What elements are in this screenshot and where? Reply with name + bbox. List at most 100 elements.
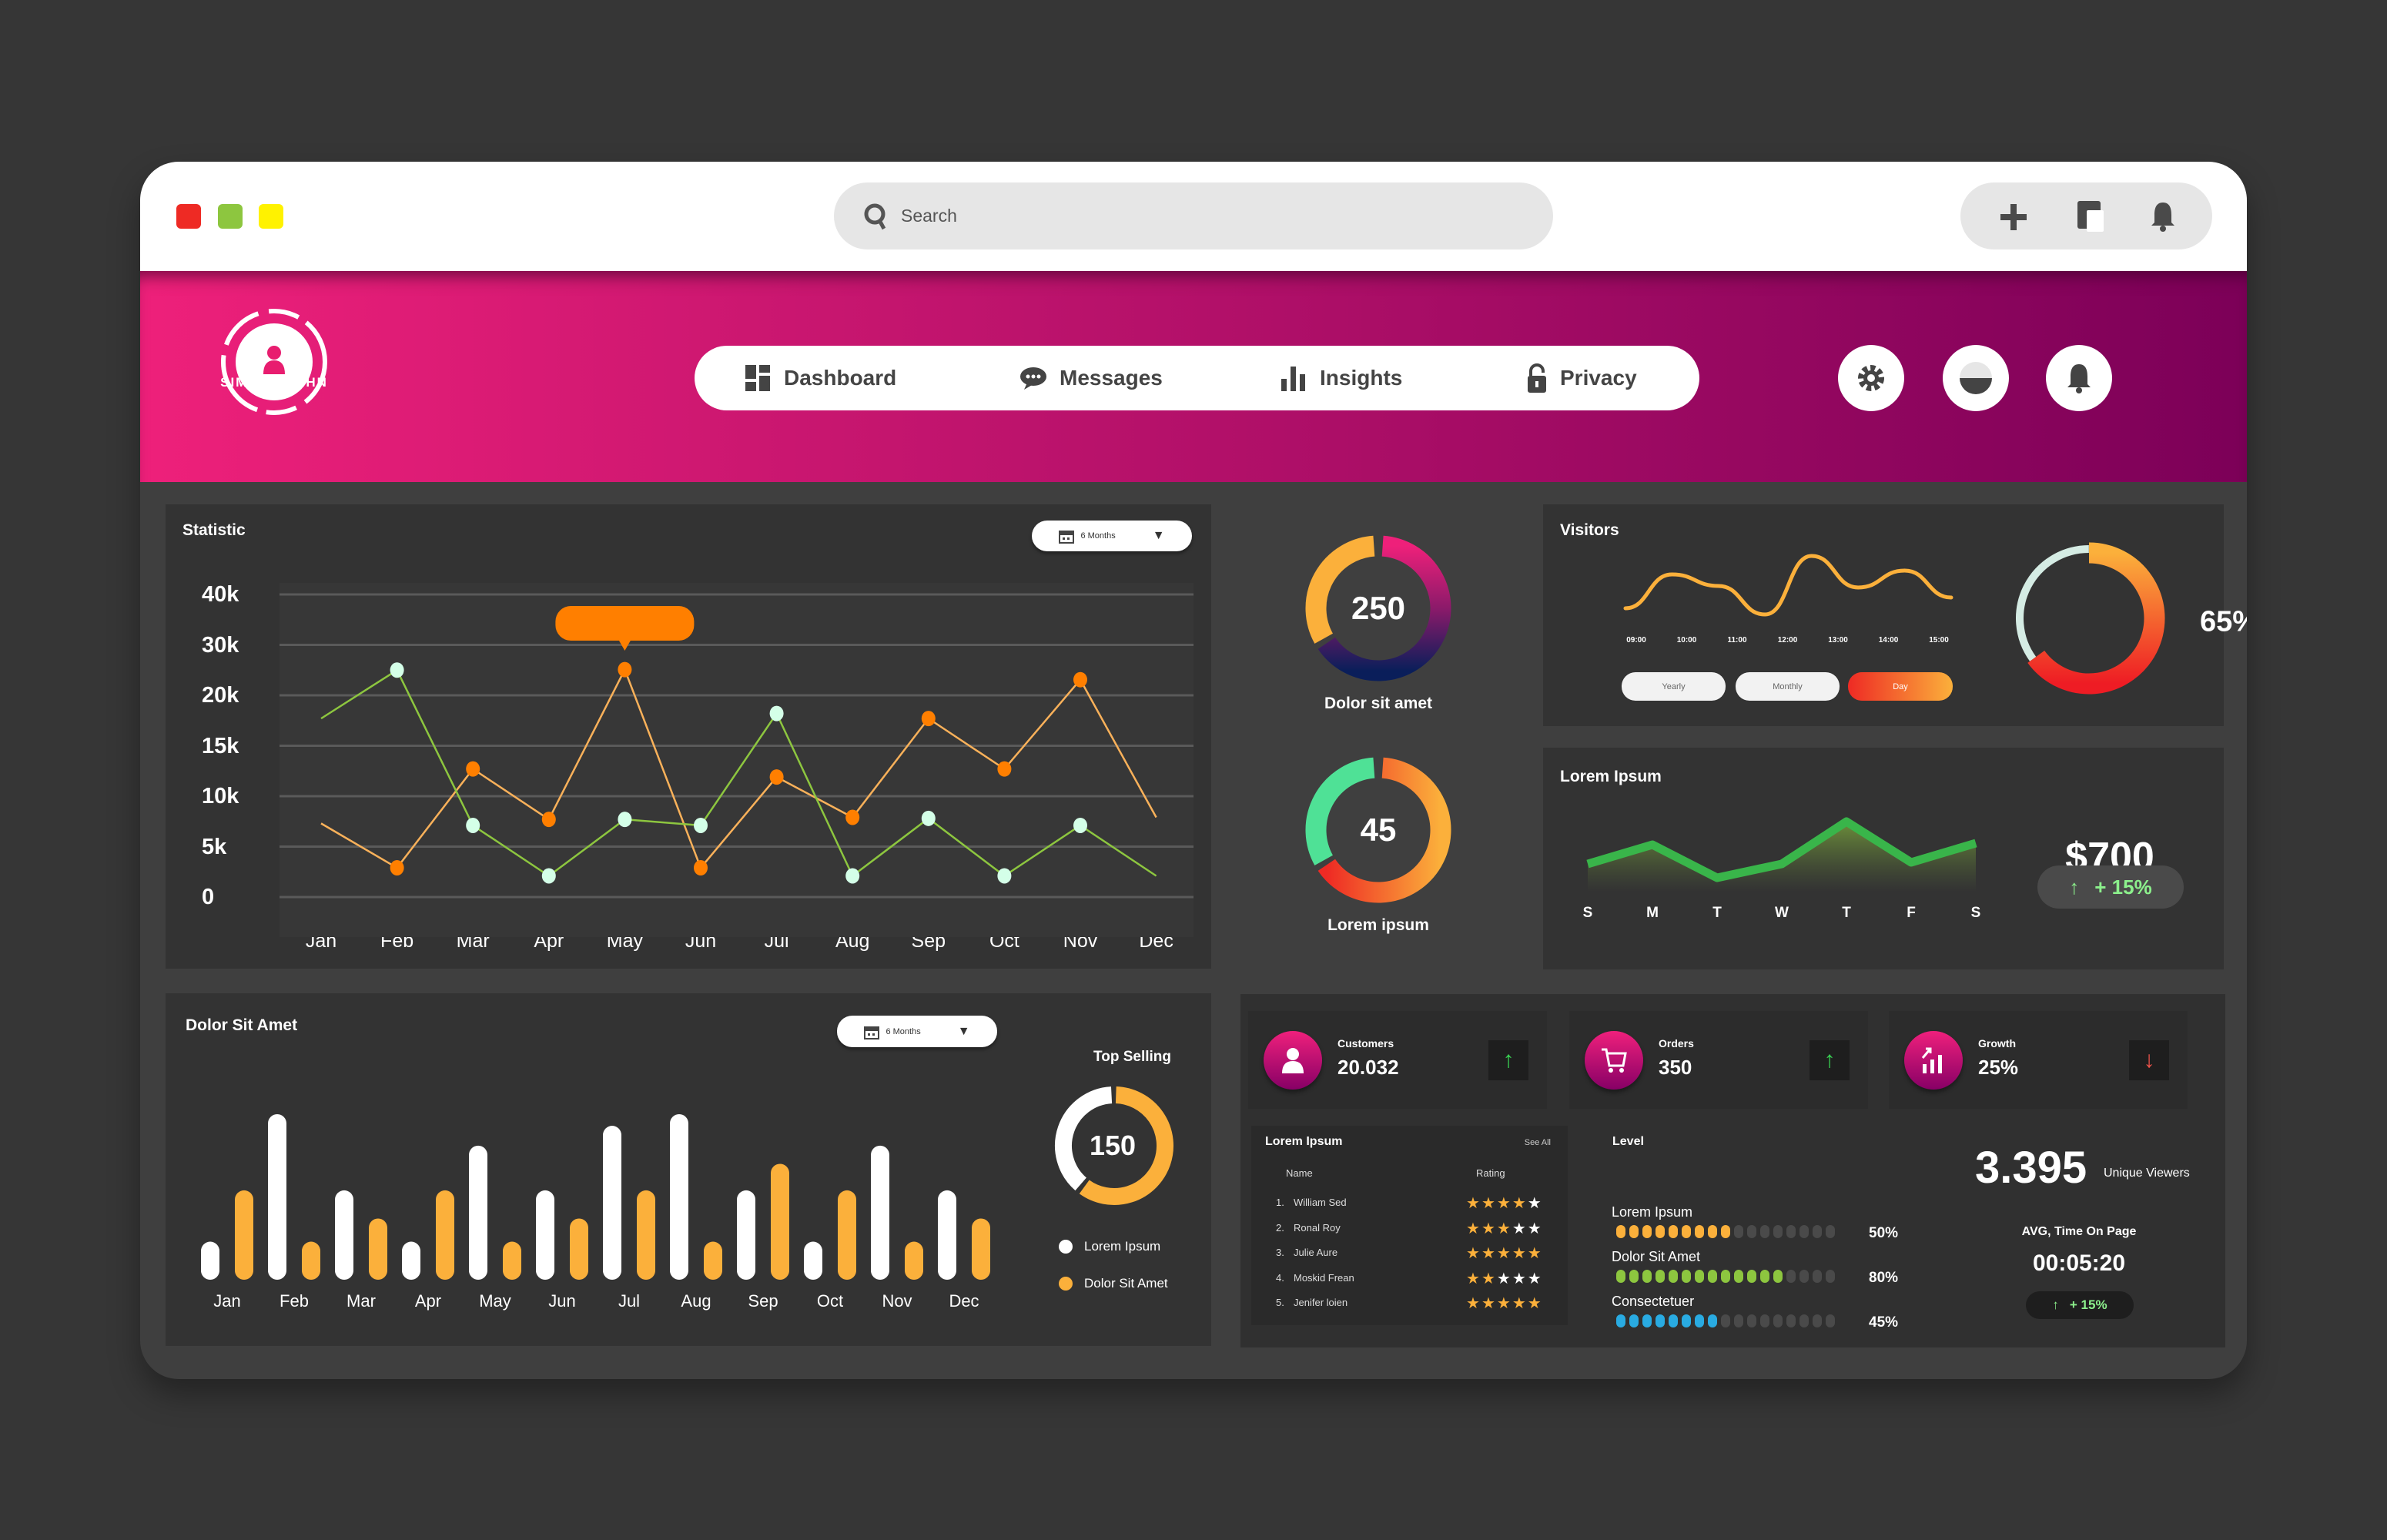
level-item: Consectetuer 45% <box>1612 1294 1935 1338</box>
arrow-up-icon: ↑ <box>1810 1040 1850 1080</box>
list-item[interactable]: 2. Ronal Roy ★★★★★ <box>1251 1220 1568 1240</box>
x-tick-label: Nov <box>882 1291 912 1311</box>
column-header-rating: Rating <box>1476 1167 1505 1179</box>
x-tick-label: Jan <box>213 1291 241 1311</box>
x-tick-label: Jul <box>764 930 789 952</box>
see-all-link[interactable]: See All <box>1524 1138 1551 1147</box>
avatar[interactable] <box>217 305 331 419</box>
level-dot <box>1669 1225 1678 1238</box>
minimize-window-button[interactable] <box>218 204 243 229</box>
nav-messages[interactable]: Messages <box>1019 346 1163 410</box>
copy-icon[interactable] <box>2077 201 2105 232</box>
x-tick-label: T <box>1712 905 1722 921</box>
level-dot <box>1826 1270 1835 1283</box>
rank: 5. <box>1276 1297 1284 1308</box>
level-dot <box>1642 1314 1652 1327</box>
level-dot <box>1695 1314 1704 1327</box>
tooltip-text: 28.400 Visitor <box>589 614 661 628</box>
y-tick-label: 20k <box>202 683 239 708</box>
level-dot <box>1695 1270 1704 1283</box>
search-input[interactable]: Search <box>834 182 1553 249</box>
level-dot <box>1616 1225 1625 1238</box>
legend-swatch <box>1059 1240 1073 1254</box>
search-icon <box>864 203 886 230</box>
stat-card-customers[interactable]: Customers 20.032 ↑ <box>1248 1011 1547 1109</box>
monthly-button[interactable]: Monthly <box>1736 672 1840 701</box>
column-header-name: Name <box>1286 1167 1313 1179</box>
arrow-down-icon: ↓ <box>2129 1040 2169 1080</box>
yearly-button[interactable]: Yearly <box>1622 672 1726 701</box>
donut-value: 45 <box>1360 812 1397 848</box>
list-item[interactable]: 5. Jenifer loien ★★★★★ <box>1251 1295 1568 1315</box>
range-dropdown[interactable]: 6 Months ▼ <box>1032 521 1192 551</box>
level-dot <box>1734 1225 1743 1238</box>
x-tick-label: Aug <box>835 930 870 952</box>
level-dot <box>1616 1270 1625 1283</box>
profile-header: SIMOEL KEHN Dashboard Messages Insights … <box>140 271 2247 482</box>
gear-icon <box>1858 365 1884 391</box>
stat-card-growth[interactable]: Growth 25% ↓ <box>1889 1011 2188 1109</box>
calendar-icon <box>1059 531 1075 544</box>
arrow-up-icon: ↑ <box>2052 1297 2059 1312</box>
lock-icon <box>1528 363 1546 393</box>
level-dot <box>1760 1314 1769 1327</box>
notifications-button[interactable] <box>2046 345 2112 411</box>
item-name: Moskid Frean <box>1294 1271 1354 1284</box>
dashboard-icon <box>745 365 770 391</box>
change-value: + 15% <box>2069 1297 2107 1312</box>
level-dot <box>1708 1225 1717 1238</box>
level-dot <box>1813 1314 1822 1327</box>
bell-icon[interactable] <box>2150 201 2176 232</box>
x-tick-label: M <box>1646 905 1659 921</box>
nav-dashboard[interactable]: Dashboard <box>745 346 896 410</box>
level-dot <box>1629 1314 1639 1327</box>
top-selling-value: 150 <box>1089 1130 1137 1161</box>
nav-label: Insights <box>1320 366 1403 390</box>
x-tick-label: S <box>1582 905 1593 921</box>
x-tick-label: Aug <box>681 1291 711 1311</box>
level-dot <box>1656 1225 1665 1238</box>
plus-icon[interactable] <box>2000 204 2027 230</box>
y-tick-label: 0 <box>202 885 215 909</box>
cart-icon <box>1585 1031 1643 1090</box>
range-dropdown[interactable]: 6 Months ▼ <box>837 1016 997 1047</box>
stat-card-orders[interactable]: Orders 350 ↑ <box>1569 1011 1868 1109</box>
stat-value: 20.032 <box>1337 1056 1399 1079</box>
close-window-button[interactable] <box>176 204 201 229</box>
nav-insights[interactable]: Insights <box>1281 346 1402 410</box>
x-tick-label: Mar <box>456 930 490 952</box>
legend-swatch <box>1059 1277 1073 1291</box>
x-tick-label: Sep <box>911 930 946 952</box>
nav-label: Dashboard <box>784 366 897 390</box>
list-item[interactable]: 4. Moskid Frean ★★★★★ <box>1251 1270 1568 1291</box>
list-item[interactable]: 3. Julie Aure ★★★★★ <box>1251 1245 1568 1265</box>
level-percent: 45% <box>1869 1314 1899 1331</box>
settings-button[interactable] <box>1838 345 1904 411</box>
y-tick-label: 10k <box>202 784 239 808</box>
list-title: Lorem Ipsum <box>1265 1135 1343 1148</box>
x-tick-label: Oct <box>989 930 1019 952</box>
level-dot <box>1826 1225 1835 1238</box>
theme-toggle-button[interactable] <box>1943 345 2009 411</box>
level-dot <box>1786 1270 1796 1283</box>
day-button[interactable]: Day <box>1848 672 1953 701</box>
level-dot <box>1734 1270 1743 1283</box>
list-item[interactable]: 1. William Sed ★★★★★ <box>1251 1195 1568 1215</box>
rank: 3. <box>1276 1247 1284 1258</box>
level-dot <box>1616 1314 1625 1327</box>
star-rating: ★★★★★ <box>1466 1270 1543 1287</box>
maximize-window-button[interactable] <box>259 204 283 229</box>
stat-value: 350 <box>1659 1056 1692 1079</box>
y-tick-label: 30k <box>202 632 239 658</box>
rank: 1. <box>1276 1197 1284 1208</box>
y-tick-label: 15k <box>202 733 239 758</box>
nav-privacy[interactable]: Privacy <box>1526 346 1637 410</box>
level-dot <box>1747 1314 1756 1327</box>
chevron-down-icon: ▼ <box>1152 529 1165 542</box>
bar-chart-icon <box>1281 367 1305 391</box>
x-tick-label: T <box>1842 905 1851 921</box>
app-window: Search SIMOEL KEHN Dashboard Messages In… <box>140 162 2247 1379</box>
nav-label: Messages <box>1060 366 1163 390</box>
profile-name: SIMOEL KEHN <box>220 375 328 390</box>
toolbar-actions <box>1960 182 2212 249</box>
